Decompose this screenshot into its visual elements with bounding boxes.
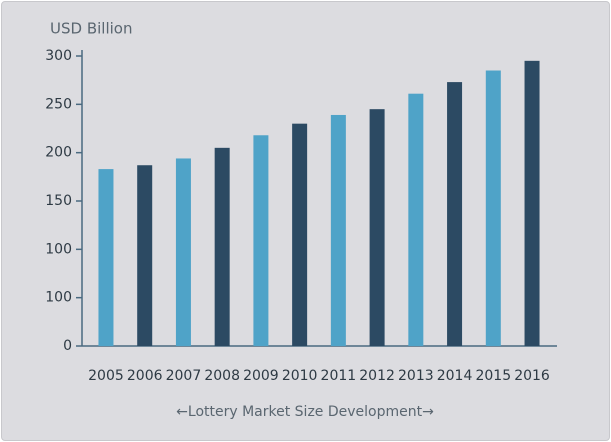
- bar: [98, 169, 114, 346]
- x-tick-label: 2016: [514, 368, 550, 384]
- y-tick-label: 200: [45, 145, 72, 161]
- bar: [485, 70, 501, 346]
- bar: [292, 123, 308, 347]
- y-axis-label: USD Billion: [50, 20, 132, 38]
- bar: [524, 60, 540, 346]
- y-tick-label: 0: [63, 338, 72, 354]
- bar: [447, 82, 463, 346]
- x-tick-label: 2011: [321, 368, 357, 384]
- bar: [214, 147, 230, 346]
- x-tick-label: 2012: [359, 368, 395, 384]
- y-tick-label: 150: [45, 193, 72, 209]
- y-tick-label: 100: [45, 290, 72, 306]
- bar: [137, 165, 153, 346]
- chart-caption: ←Lottery Market Size Development→: [176, 404, 434, 420]
- x-tick-label: 2007: [166, 368, 202, 384]
- bar: [253, 135, 269, 346]
- bar: [330, 114, 346, 346]
- bar: [369, 109, 385, 347]
- x-tick-label: 2013: [398, 368, 434, 384]
- y-tick-label: 100: [45, 241, 72, 257]
- bar: [175, 158, 191, 346]
- y-tick-label: 300: [45, 48, 72, 64]
- x-tick-label: 2005: [88, 368, 124, 384]
- x-tick-label: 2008: [204, 368, 240, 384]
- bar: [408, 93, 424, 346]
- x-tick-label: 2010: [282, 368, 318, 384]
- x-tick-label: 2015: [475, 368, 511, 384]
- y-tick-label: 250: [45, 96, 72, 112]
- x-tick-label: 2009: [243, 368, 279, 384]
- x-tick-label: 2014: [437, 368, 473, 384]
- x-tick-label: 2006: [127, 368, 163, 384]
